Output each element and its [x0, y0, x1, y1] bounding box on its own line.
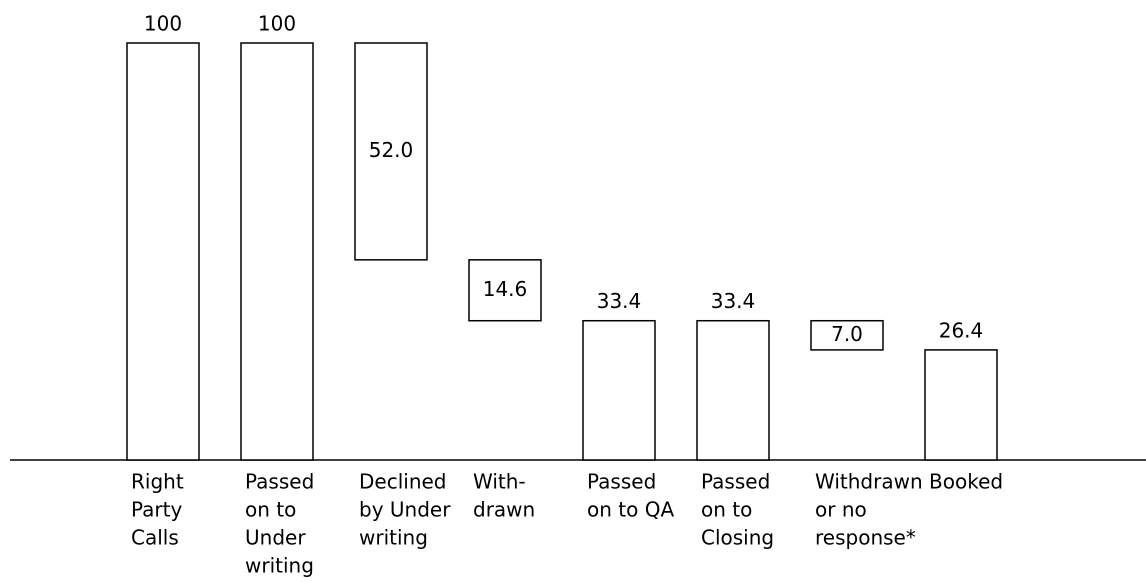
category-label: Booked	[929, 470, 1003, 494]
bar	[126, 42, 200, 461]
value-label: 14.6	[483, 277, 528, 301]
category-label: Declined	[359, 470, 447, 494]
value-label: 52.0	[369, 138, 414, 162]
category-label: Passed	[245, 470, 314, 494]
value-label: 33.4	[711, 289, 756, 313]
bar	[354, 42, 428, 261]
category-label: Under	[245, 526, 306, 550]
category-label: writing	[245, 554, 314, 578]
value-label: 100	[258, 12, 296, 36]
category-label: Passed	[587, 470, 656, 494]
bar	[582, 319, 656, 461]
category-label: drawn	[473, 498, 535, 522]
bar	[468, 259, 542, 322]
category-label: on to QA	[587, 498, 674, 522]
category-label: on to	[701, 498, 752, 522]
category-label: With-	[473, 470, 526, 494]
value-label: 100	[144, 12, 182, 36]
category-label: Closing	[701, 526, 774, 550]
category-label: writing	[359, 526, 428, 550]
bar	[924, 349, 998, 461]
category-label: Calls	[131, 526, 179, 550]
category-label: Right	[131, 470, 184, 494]
category-label: Withdrawn	[815, 470, 923, 494]
category-label: response*	[815, 526, 916, 550]
value-label: 7.0	[831, 322, 863, 346]
category-label: or no	[815, 498, 867, 522]
bar	[696, 319, 770, 461]
category-label: Party	[131, 498, 182, 522]
value-label: 26.4	[939, 318, 984, 342]
category-label: Passed	[701, 470, 770, 494]
category-label: on to	[245, 498, 296, 522]
value-label: 33.4	[597, 289, 642, 313]
category-label: by Under	[359, 498, 451, 522]
bar	[240, 42, 314, 461]
bar	[810, 319, 884, 351]
